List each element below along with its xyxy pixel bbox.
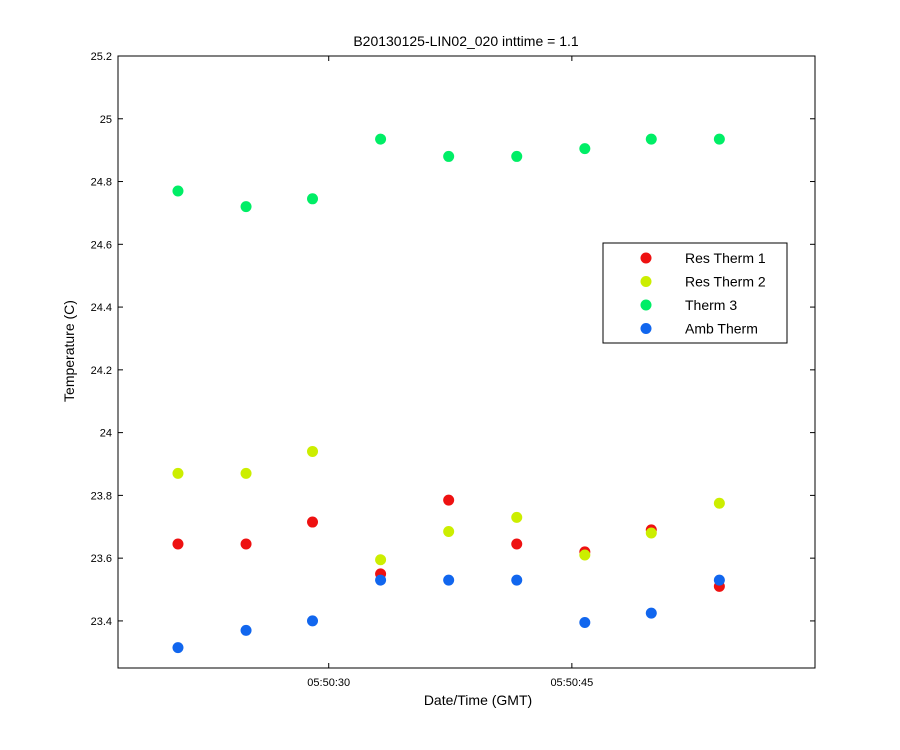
legend-label: Res Therm 2 [685, 274, 766, 290]
data-point-therm-3 [375, 133, 387, 145]
data-point-res-therm-1 [240, 538, 252, 550]
legend-marker [640, 323, 652, 334]
data-point-res-therm-1 [443, 494, 455, 506]
data-point-amb-therm [579, 616, 591, 628]
data-point-res-therm-2 [579, 549, 591, 561]
data-point-therm-3 [240, 201, 252, 213]
data-point-amb-therm [645, 607, 657, 619]
data-point-therm-3 [443, 150, 455, 162]
y-tick-label: 25 [100, 114, 112, 126]
x-axis-label: Date/Time (GMT) [424, 692, 532, 708]
data-point-res-therm-2 [645, 527, 657, 539]
legend-marker [640, 276, 652, 287]
y-tick-label: 24.8 [91, 177, 112, 189]
data-point-therm-3 [307, 193, 319, 205]
legend-marker [640, 252, 652, 264]
plot-area [117, 55, 816, 669]
data-point-res-therm-2 [307, 445, 319, 457]
data-point-therm-3 [511, 150, 523, 162]
data-point-amb-therm [375, 574, 387, 586]
data-point-res-therm-2 [713, 497, 725, 509]
legend-label: Amb Therm [685, 321, 758, 337]
legend-box [602, 242, 788, 344]
chart-title: B20130125-LIN02_020 inttime = 1.1 [353, 33, 579, 49]
data-point-therm-3 [713, 133, 725, 145]
data-point-amb-therm [713, 574, 725, 586]
x-tick-label: 05:50:30 [307, 677, 350, 689]
data-point-amb-therm [307, 615, 319, 627]
x-tick-label: 05:50:45 [550, 677, 593, 689]
y-tick-label: 24.6 [91, 239, 112, 251]
legend-marker [640, 299, 652, 311]
y-tick-label: 23.4 [91, 616, 112, 628]
data-point-res-therm-2 [172, 467, 184, 479]
data-point-amb-therm [443, 574, 455, 586]
data-point-res-therm-2 [443, 525, 455, 537]
data-point-therm-3 [579, 143, 591, 155]
legend-label: Therm 3 [685, 297, 737, 313]
legend: Res Therm 1 Res Therm 2 Therm 3 Amb Therm [602, 242, 788, 344]
y-tick-label: 24.2 [91, 365, 112, 377]
data-point-res-therm-1 [307, 516, 319, 528]
data-point-amb-therm [511, 574, 523, 586]
y-axis-label: Temperature (C) [61, 300, 77, 402]
axis-ticks: 23.4 23.6 23.8 24 24.2 24.4 24.6 24.8 25 25.2 05:5… [91, 51, 815, 689]
data-point-res-therm-2 [375, 554, 387, 566]
data-point-therm-3 [172, 185, 184, 197]
data-point-amb-therm [240, 624, 252, 636]
data-point-res-therm-2 [511, 511, 523, 523]
y-tick-label: 24.4 [91, 302, 112, 314]
data-point-res-therm-1 [511, 538, 523, 550]
data-point-res-therm-1 [172, 538, 184, 550]
y-tick-label: 25.2 [91, 51, 112, 63]
data-point-amb-therm [172, 642, 184, 654]
data-point-res-therm-2 [240, 467, 252, 479]
y-tick-label: 24 [100, 428, 112, 440]
y-tick-label: 23.6 [91, 553, 112, 565]
data-points [172, 133, 725, 654]
data-point-therm-3 [645, 133, 657, 145]
y-tick-label: 23.8 [91, 490, 112, 502]
legend-label: Res Therm 1 [685, 250, 766, 266]
